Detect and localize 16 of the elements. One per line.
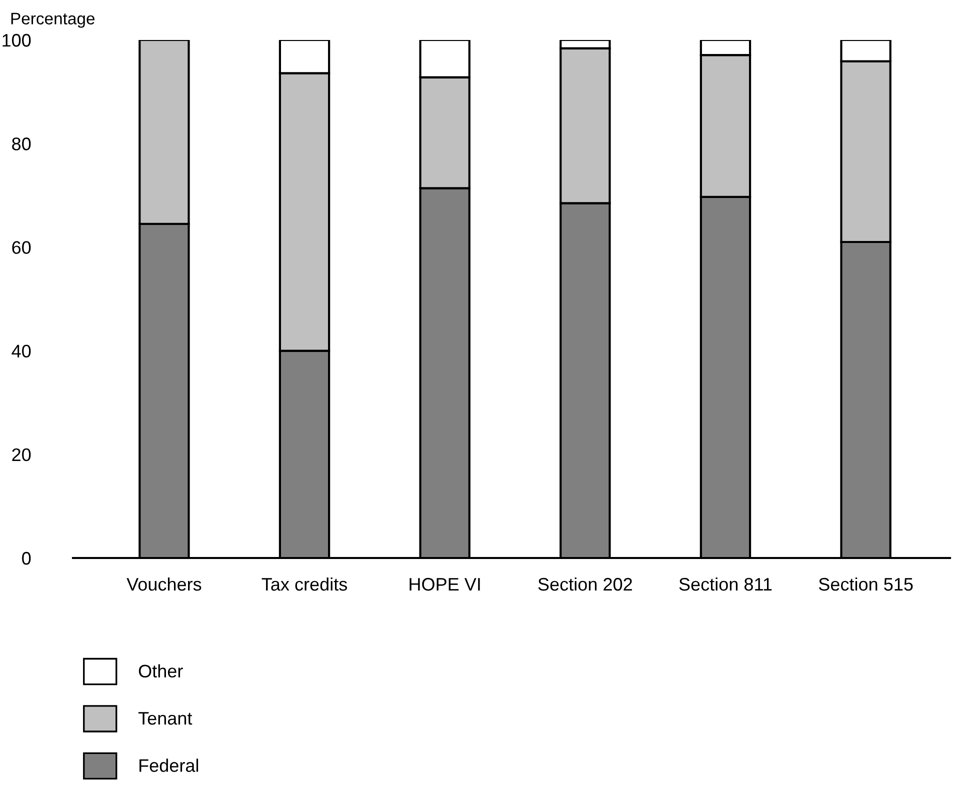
x-tick-label: Vouchers	[126, 577, 202, 591]
y-tick-label: 20	[12, 448, 31, 462]
x-tick-label: Section 515	[818, 577, 913, 591]
y-tick-label: 0	[22, 552, 31, 565]
y-axis-title: Percentage	[11, 12, 95, 28]
x-tick-label: HOPE VI	[410, 578, 480, 591]
legend-label: Tenant	[138, 712, 192, 725]
y-tick-label: 100	[2, 34, 31, 47]
x-tick-label: Tax credits	[262, 577, 348, 591]
y-tick-label: 60	[12, 241, 31, 254]
legend-label: Other	[138, 664, 183, 678]
y-tick-label: 80	[12, 138, 31, 150]
x-tick-label: Section 811	[679, 577, 772, 591]
y-tick-label: 40	[12, 344, 31, 358]
x-tick-label: Section 202	[538, 577, 632, 591]
legend-label: Federal	[140, 758, 198, 772]
